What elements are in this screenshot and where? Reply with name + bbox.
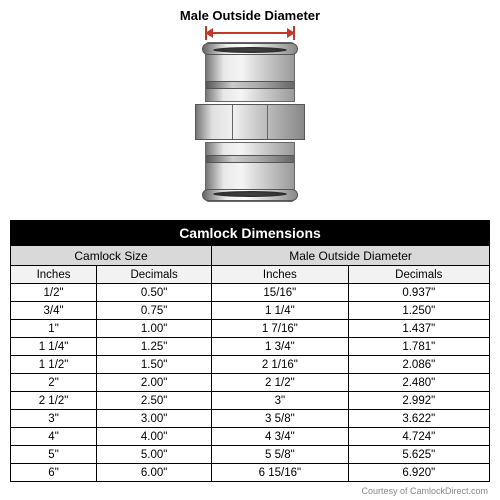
table-row: 5"5.00"5 5/8"5.625": [11, 446, 490, 464]
table-cell: 3/4": [11, 302, 97, 320]
table-row: 6"6.00"6 15/16"6.920": [11, 464, 490, 482]
col-header: Inches: [11, 266, 97, 284]
table-cell: 4": [11, 428, 97, 446]
col-header: Decimals: [348, 266, 489, 284]
table-cell: 1.00": [97, 320, 212, 338]
table-body: 1/2"0.50"15/16"0.937"3/4"0.75"1 1/4"1.25…: [11, 284, 490, 482]
table-cell: 4.724": [348, 428, 489, 446]
table-cell: 1.437": [348, 320, 489, 338]
table-cell: 1.250": [348, 302, 489, 320]
diagram-label: Male Outside Diameter: [180, 8, 320, 23]
table-row: 2 1/2"2.50"3"2.992": [11, 392, 490, 410]
table-title: Camlock Dimensions: [11, 221, 490, 246]
table-cell: 2 1/2": [11, 392, 97, 410]
table-cell: 1/2": [11, 284, 97, 302]
table-cell: 1 1/2": [11, 356, 97, 374]
dimensions-table-wrap: Camlock Dimensions Camlock Size Male Out…: [10, 220, 490, 482]
table-cell: 3.00": [97, 410, 212, 428]
table-cell: 2.086": [348, 356, 489, 374]
table-cell: 0.937": [348, 284, 489, 302]
table-cell: 5.00": [97, 446, 212, 464]
camlock-coupling-icon: [195, 42, 305, 202]
table-cell: 5 5/8": [212, 446, 348, 464]
col-header: Inches: [212, 266, 348, 284]
group-header-size: Camlock Size: [11, 246, 212, 266]
dimension-arrow: [205, 26, 295, 40]
table-cell: 1": [11, 320, 97, 338]
table-cell: 1 3/4": [212, 338, 348, 356]
table-row: 1 1/4"1.25"1 3/4"1.781": [11, 338, 490, 356]
dimensions-table: Camlock Dimensions Camlock Size Male Out…: [10, 220, 490, 482]
table-cell: 1 7/16": [212, 320, 348, 338]
table-cell: 5": [11, 446, 97, 464]
table-cell: 1.781": [348, 338, 489, 356]
table-cell: 0.75": [97, 302, 212, 320]
table-row: 2"2.00"2 1/2"2.480": [11, 374, 490, 392]
table-row: 3/4"0.75"1 1/4"1.250": [11, 302, 490, 320]
table-cell: 4 3/4": [212, 428, 348, 446]
table-cell: 3": [11, 410, 97, 428]
table-cell: 1.50": [97, 356, 212, 374]
col-header: Decimals: [97, 266, 212, 284]
table-cell: 1 1/4": [11, 338, 97, 356]
table-cell: 3 5/8": [212, 410, 348, 428]
table-cell: 0.50": [97, 284, 212, 302]
table-cell: 6.920": [348, 464, 489, 482]
table-cell: 2": [11, 374, 97, 392]
table-row: 1 1/2"1.50"2 1/16"2.086": [11, 356, 490, 374]
table-cell: 1.25": [97, 338, 212, 356]
table-row: 1/2"0.50"15/16"0.937": [11, 284, 490, 302]
credit-text: Courtesy of CamlockDirect.com: [0, 482, 500, 496]
table-row: 1"1.00"1 7/16"1.437": [11, 320, 490, 338]
table-cell: 2.50": [97, 392, 212, 410]
table-cell: 15/16": [212, 284, 348, 302]
table-row: 3"3.00"3 5/8"3.622": [11, 410, 490, 428]
table-row: 4"4.00"4 3/4"4.724": [11, 428, 490, 446]
table-cell: 5.625": [348, 446, 489, 464]
table-cell: 2 1/2": [212, 374, 348, 392]
table-cell: 4.00": [97, 428, 212, 446]
table-cell: 2.480": [348, 374, 489, 392]
group-header-od: Male Outside Diameter: [212, 246, 490, 266]
table-cell: 2.00": [97, 374, 212, 392]
table-cell: 2 1/16": [212, 356, 348, 374]
table-cell: 6.00": [97, 464, 212, 482]
table-cell: 3": [212, 392, 348, 410]
diagram-area: Male Outside Diameter: [0, 0, 500, 220]
table-cell: 6": [11, 464, 97, 482]
table-cell: 2.992": [348, 392, 489, 410]
table-cell: 1 1/4": [212, 302, 348, 320]
table-cell: 3.622": [348, 410, 489, 428]
table-cell: 6 15/16": [212, 464, 348, 482]
